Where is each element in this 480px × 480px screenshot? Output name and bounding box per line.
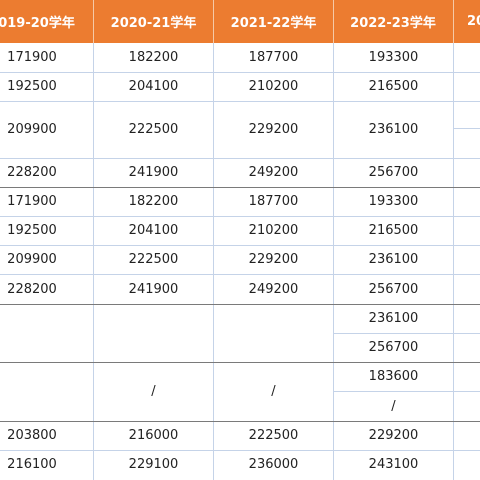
table-cell: 209900 <box>7 252 57 267</box>
table-cell: 187700 <box>248 194 299 209</box>
group-divider <box>0 362 480 363</box>
table-cell: 236100 <box>368 311 419 326</box>
table-cell: / <box>151 384 156 399</box>
table-cell: 229100 <box>128 457 179 472</box>
column-divider <box>333 43 334 480</box>
column-header-next: 20 <box>467 14 480 29</box>
group-divider <box>0 421 480 422</box>
column-divider <box>453 43 454 480</box>
table-cell: 204100 <box>128 223 179 238</box>
table-cell: 216500 <box>368 79 419 94</box>
header-divider <box>333 0 334 43</box>
table-cell: 209900 <box>7 122 57 137</box>
table-cell: 228200 <box>7 165 57 180</box>
column-divider <box>213 43 214 480</box>
group-divider <box>0 187 480 188</box>
table-cell: 210200 <box>248 79 299 94</box>
table-cell: / <box>391 398 396 414</box>
table-cell: 229200 <box>248 252 299 267</box>
row-divider <box>333 333 480 334</box>
column-header-2019-20: 2019-20学年 <box>0 16 75 31</box>
table-cell: 171900 <box>7 50 57 65</box>
row-divider <box>0 245 480 246</box>
table-cell: 241900 <box>128 281 179 297</box>
column-divider <box>93 43 94 480</box>
table-cell: 171900 <box>7 194 57 209</box>
column-header-2021-22: 2021-22学年 <box>230 16 317 31</box>
table-cell: 228200 <box>7 281 57 297</box>
row-divider <box>0 450 480 451</box>
header-divider <box>453 0 454 43</box>
header-divider <box>213 0 214 43</box>
column-header-2022-23: 2022-23学年 <box>350 16 436 31</box>
table-cell: 192500 <box>7 223 57 238</box>
table-cell: 204100 <box>128 79 179 94</box>
table-cell: 182200 <box>128 50 179 65</box>
group-divider <box>0 304 480 305</box>
table-cell: 192500 <box>7 79 57 94</box>
table-cell: / <box>271 384 276 399</box>
table-cell: 236100 <box>368 122 419 137</box>
table-cell: 256700 <box>368 281 419 297</box>
table-cell: 203800 <box>7 428 57 443</box>
row-divider <box>0 158 480 159</box>
table-cell: 210200 <box>248 223 299 238</box>
table-cell: 193300 <box>368 194 419 209</box>
table-cell: 222500 <box>128 252 179 267</box>
table-cell: 183600 <box>368 369 419 384</box>
table-header <box>0 0 480 43</box>
table-cell: 236100 <box>368 252 419 267</box>
row-divider <box>0 216 480 217</box>
table-cell: 249200 <box>248 281 299 297</box>
table-cell: 241900 <box>128 165 179 180</box>
table-cell: 216500 <box>368 223 419 238</box>
table-cell: 216000 <box>128 428 179 443</box>
table-cell: 187700 <box>248 50 299 65</box>
table-cell: 222500 <box>248 428 299 443</box>
table-cell: 236000 <box>248 457 299 472</box>
row-divider <box>0 274 480 275</box>
table-cell: 193300 <box>368 50 419 65</box>
table-cell: 249200 <box>248 165 299 180</box>
table-cell: 182200 <box>128 194 179 209</box>
column-header-2020-21: 2020-21学年 <box>110 16 197 31</box>
table-cell: 256700 <box>368 340 419 355</box>
table-cell: 229200 <box>248 122 299 137</box>
table-cell: 216100 <box>7 457 57 472</box>
row-divider <box>0 101 480 102</box>
table-cell: 256700 <box>368 165 419 180</box>
table-cell: 222500 <box>128 122 179 137</box>
table-cell: 229200 <box>368 428 419 443</box>
row-divider <box>333 391 480 392</box>
row-divider <box>0 72 480 73</box>
header-divider <box>93 0 94 43</box>
table-cell: 243100 <box>368 457 419 472</box>
row-divider <box>453 128 480 129</box>
